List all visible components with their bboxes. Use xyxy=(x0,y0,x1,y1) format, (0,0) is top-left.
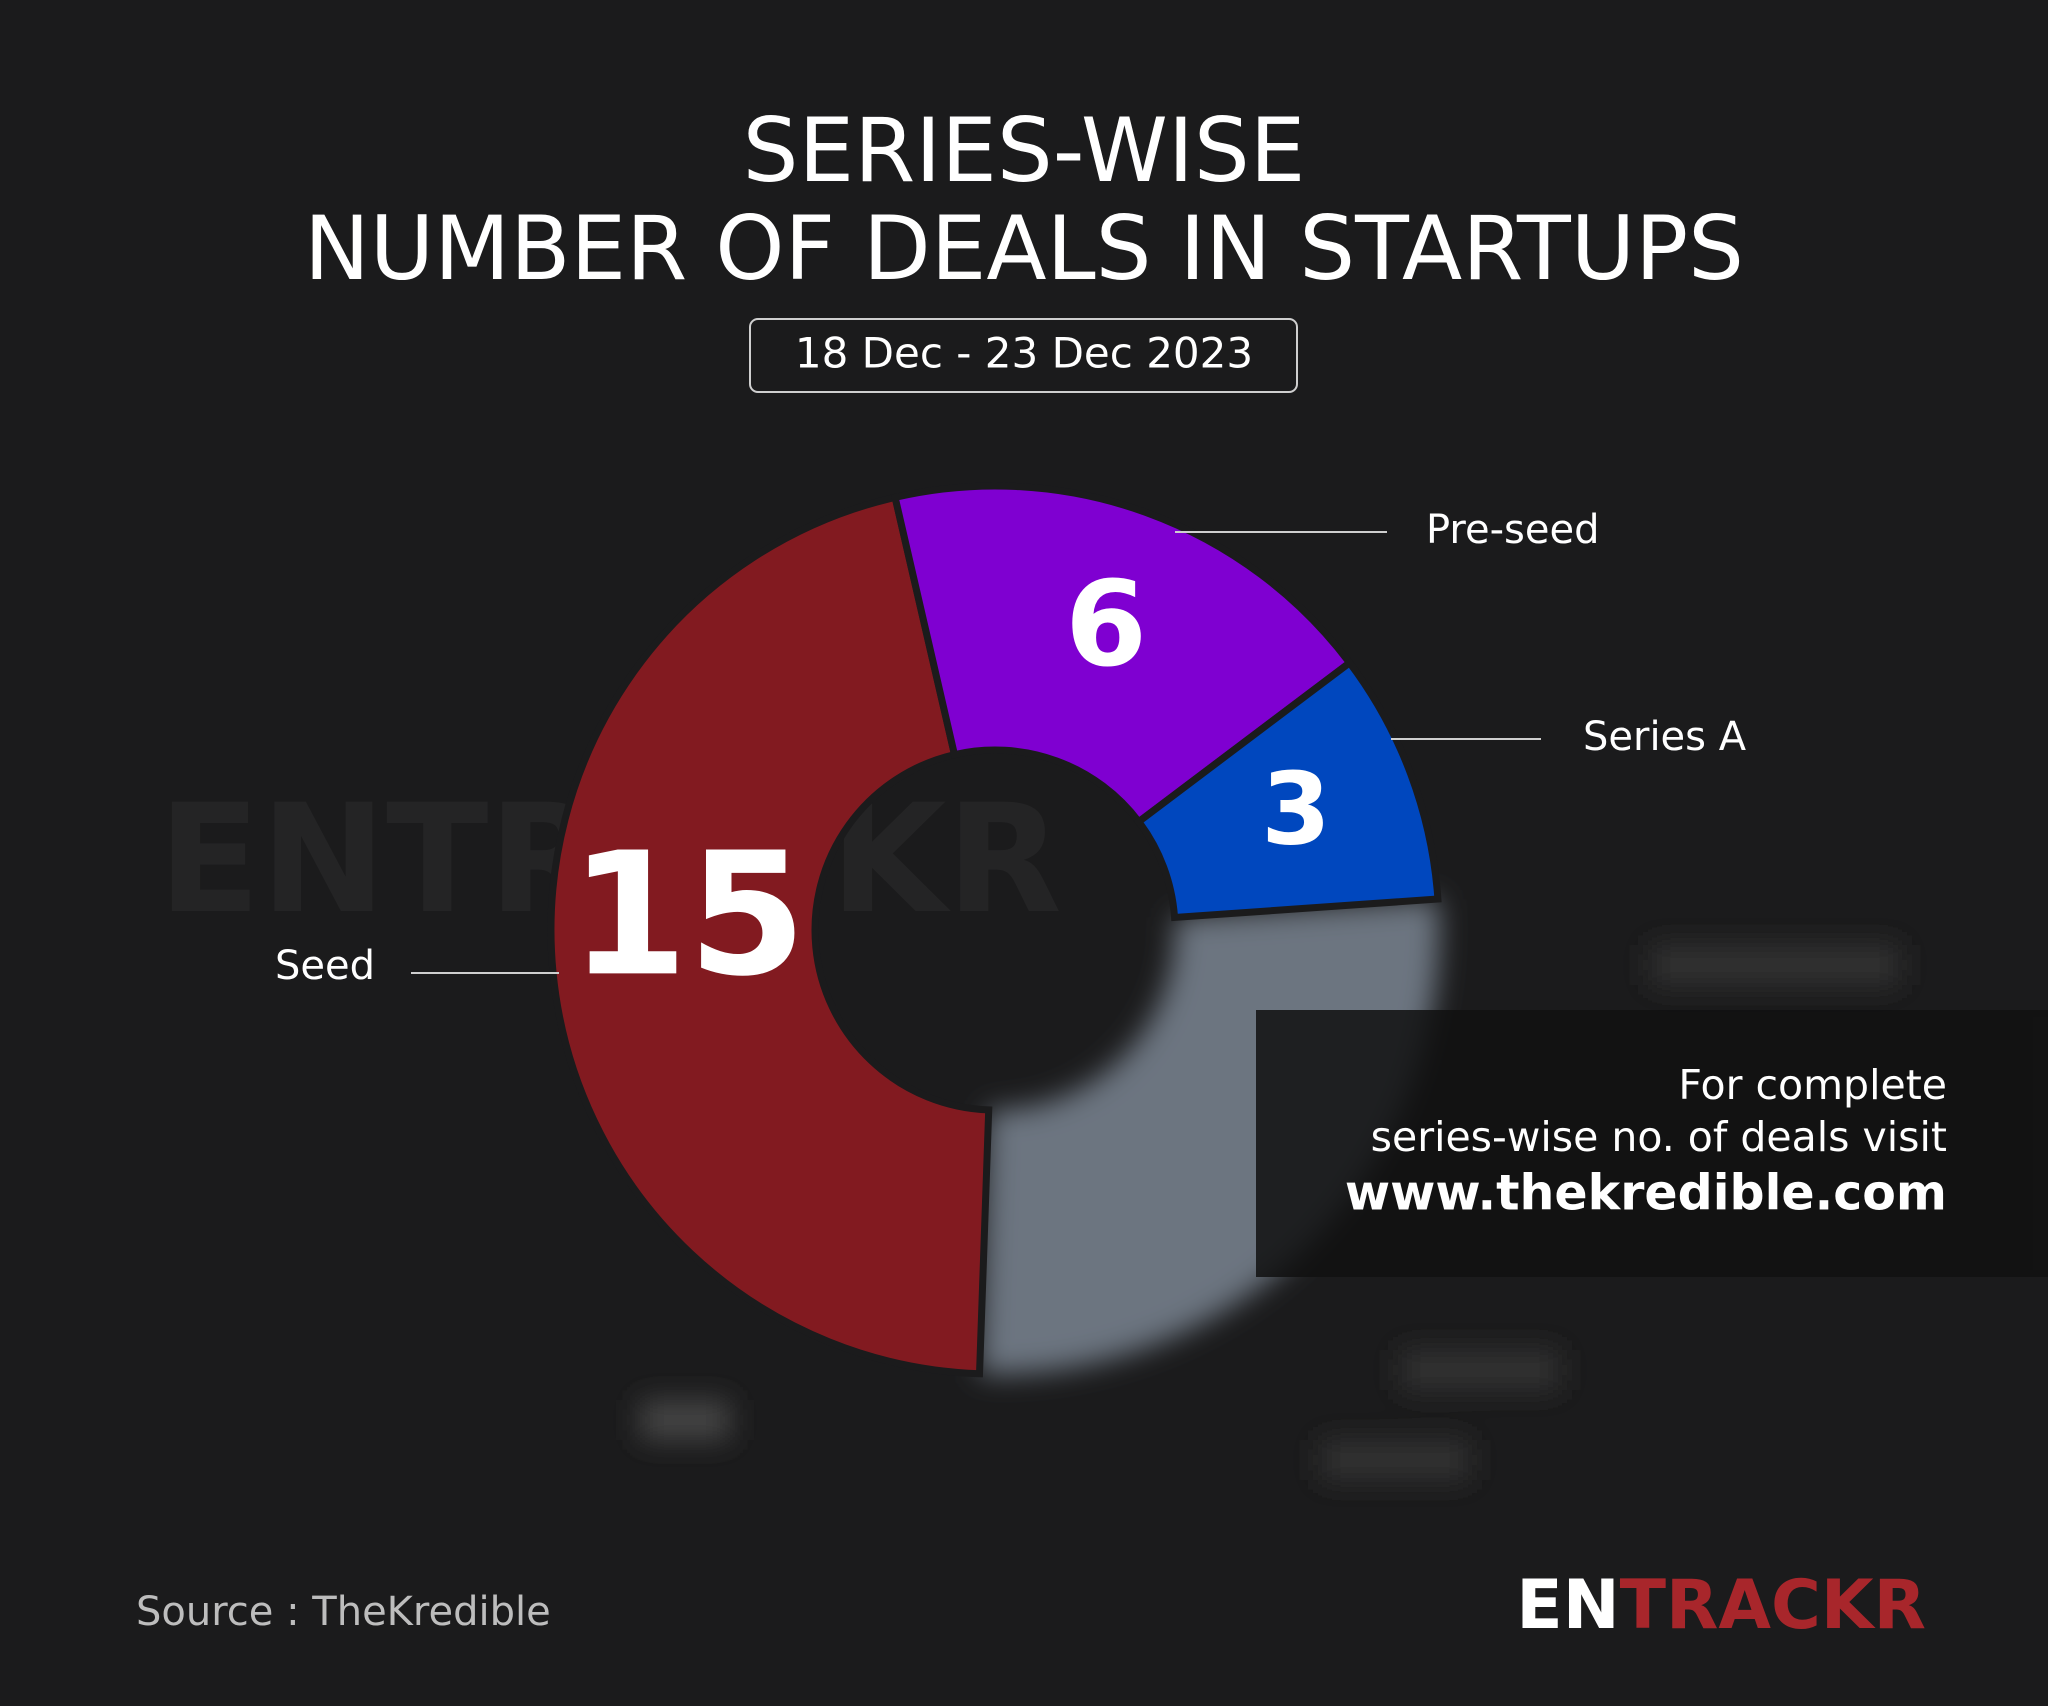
promo-link: www.thekredible.com xyxy=(1345,1165,1947,1222)
logo-part: TRACKR xyxy=(1620,1566,1926,1645)
category-label: Series A xyxy=(1583,714,1747,760)
subtitle: 18 Dec - 23 Dec 2023 xyxy=(795,329,1253,378)
blurred-label xyxy=(1650,945,1900,985)
value-label: 15 xyxy=(570,816,807,1014)
subtitle-box xyxy=(749,318,1298,393)
blurred-label xyxy=(640,1400,730,1440)
blurred-label xyxy=(1320,1440,1470,1480)
category-label: Pre-seed xyxy=(1426,507,1599,553)
logo-part: EN xyxy=(1516,1566,1619,1645)
promo-box xyxy=(1256,1010,2048,1277)
promo-text: series-wise no. of deals visit xyxy=(1371,1113,1947,1161)
promo-text: For complete xyxy=(1678,1061,1947,1109)
segment xyxy=(1133,657,1442,922)
blurred-label xyxy=(1400,1350,1560,1390)
logo: ENTRACKR xyxy=(1516,1566,1926,1645)
value-label: 6 xyxy=(1065,555,1147,693)
source: Source : TheKredible xyxy=(136,1589,551,1635)
donut: 15 Seed 6 Pre-seed 3 Series A xyxy=(275,482,1747,1378)
segment xyxy=(547,493,993,1378)
segment xyxy=(890,482,1355,827)
title-line: NUMBER OF DEALS IN STARTUPS xyxy=(304,197,1744,300)
category-label: Seed xyxy=(275,943,375,989)
title-line: SERIES-WISE xyxy=(743,99,1306,202)
value-label: 3 xyxy=(1261,750,1331,867)
